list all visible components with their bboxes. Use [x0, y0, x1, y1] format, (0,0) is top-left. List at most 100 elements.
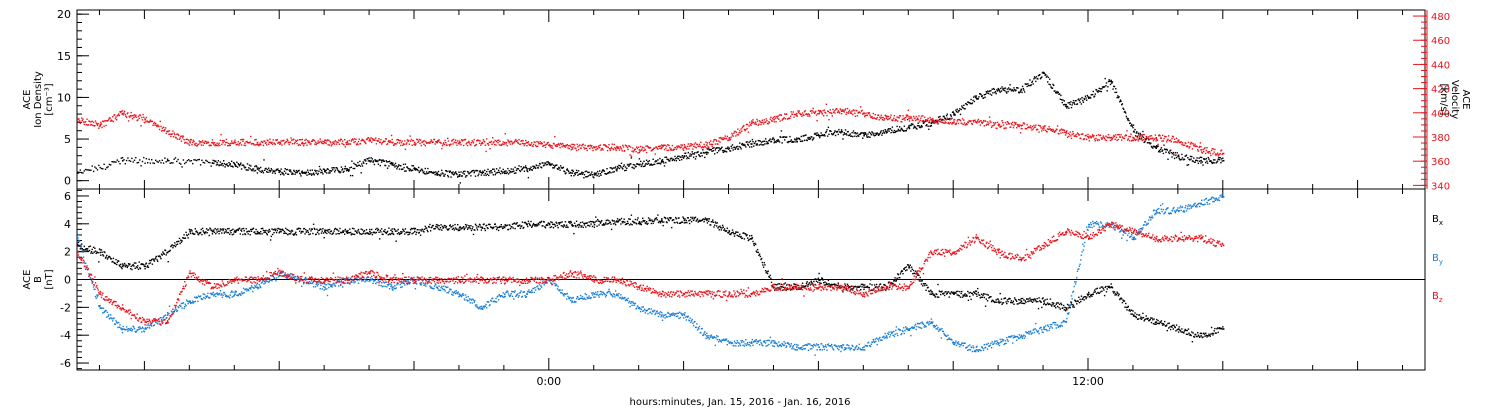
data-point	[1173, 154, 1175, 156]
data-point	[729, 233, 732, 236]
data-point	[79, 245, 81, 247]
data-point	[127, 265, 129, 267]
data-point	[895, 280, 898, 282]
data-point	[380, 159, 382, 161]
data-point	[1144, 140, 1146, 143]
data-point	[1155, 147, 1157, 149]
data-point	[189, 229, 191, 231]
data-point	[184, 162, 186, 165]
data-point	[613, 220, 615, 222]
data-point	[762, 140, 764, 143]
data-point	[609, 149, 611, 151]
data-point	[990, 90, 992, 92]
data-point	[669, 149, 672, 151]
data-point	[1183, 144, 1186, 146]
data-point	[789, 135, 791, 138]
data-point	[274, 143, 276, 146]
data-point	[436, 140, 438, 143]
data-point	[1113, 135, 1116, 138]
data-point	[863, 112, 865, 115]
data-point	[474, 229, 476, 231]
data-point	[100, 249, 103, 251]
data-point	[232, 228, 234, 230]
data-point	[1131, 140, 1133, 142]
data-point	[999, 126, 1001, 128]
data-point	[556, 222, 558, 224]
data-point	[562, 142, 564, 145]
data-point	[902, 115, 904, 117]
data-point	[280, 140, 282, 142]
data-point	[1105, 139, 1108, 142]
data-point	[719, 149, 721, 151]
data-point	[986, 90, 989, 92]
data-point	[451, 226, 453, 228]
data-point	[153, 260, 156, 262]
data-point	[503, 143, 505, 145]
data-point	[617, 221, 619, 223]
data-point	[892, 119, 894, 121]
data-point	[1118, 134, 1120, 136]
data-point	[908, 117, 910, 120]
data-point	[513, 141, 516, 143]
data-point	[166, 158, 169, 160]
data-point	[88, 249, 91, 252]
data-point	[265, 142, 267, 144]
data-point	[565, 172, 567, 174]
data-point	[501, 172, 504, 174]
data-point	[1084, 135, 1087, 137]
data-point	[265, 229, 267, 232]
data-point	[1220, 158, 1223, 160]
data-point	[345, 230, 347, 232]
data-point	[1177, 140, 1179, 142]
data-point	[920, 126, 922, 128]
data-point	[236, 166, 239, 168]
data-point	[1034, 77, 1036, 79]
data-point	[338, 143, 341, 145]
data-point	[297, 139, 299, 141]
data-point	[389, 140, 391, 142]
data-point	[410, 229, 412, 231]
data-point	[1020, 124, 1023, 127]
data-point	[131, 264, 134, 267]
data-point	[400, 232, 403, 235]
data-point	[390, 134, 393, 137]
data-point	[472, 140, 474, 143]
data-point	[534, 166, 536, 168]
data-point	[581, 171, 583, 173]
data-point	[1060, 99, 1063, 101]
data-point	[608, 220, 610, 222]
data-point	[740, 148, 742, 150]
data-point	[100, 254, 102, 256]
data-point	[852, 135, 854, 138]
data-point	[1095, 134, 1098, 137]
data-point	[305, 228, 307, 231]
data-point	[576, 171, 578, 174]
data-point	[532, 165, 534, 167]
data-point	[361, 139, 363, 141]
data-point	[133, 114, 136, 116]
data-point	[176, 241, 178, 243]
data-point	[260, 166, 262, 169]
data-point	[756, 248, 759, 251]
data-point	[1143, 141, 1145, 144]
data-point	[818, 110, 820, 112]
data-point	[684, 146, 687, 148]
data-point	[696, 218, 699, 220]
data-point	[192, 141, 194, 144]
data-point	[978, 96, 980, 98]
data-point	[747, 143, 749, 145]
data-point	[559, 146, 561, 149]
data-point	[339, 227, 341, 230]
data-point	[849, 112, 851, 114]
data-point	[671, 159, 674, 162]
data-point	[840, 129, 843, 131]
data-point	[1022, 87, 1024, 90]
data-point	[418, 171, 420, 174]
data-point	[1094, 140, 1096, 142]
data-point	[325, 169, 327, 171]
data-point	[104, 168, 107, 170]
data-point	[225, 164, 228, 166]
data-point	[727, 232, 730, 234]
data-point	[489, 148, 491, 150]
data-point	[571, 143, 573, 146]
